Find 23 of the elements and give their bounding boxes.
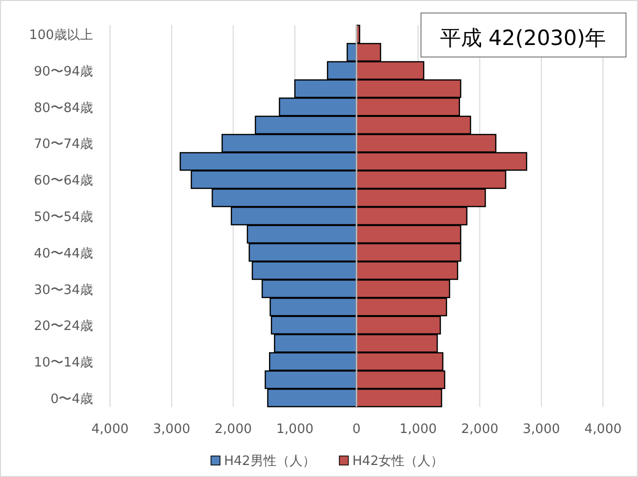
y-tick-label: 70〜74歳 — [34, 137, 93, 152]
x-tick-label: 3,000 — [153, 422, 190, 437]
legend-label: H42男性（人） — [224, 454, 316, 469]
x-tick-label: 4,000 — [584, 422, 622, 437]
y-tick-label: 40〜44歳 — [34, 246, 93, 262]
y-tick-label: 80〜84歳 — [34, 100, 93, 116]
y-tick-label: 30〜34歳 — [34, 282, 93, 298]
y-tick-label: 100歳以上 — [29, 28, 93, 44]
x-tick-label: 2,000 — [214, 422, 252, 437]
x-tick-label: 4,000 — [91, 422, 129, 437]
x-tick-label: 3,000 — [522, 422, 560, 437]
y-tick-label: 60〜64歳 — [34, 174, 93, 189]
y-tick-label: 50〜54歳 — [34, 210, 93, 225]
y-tick-label: 10〜14歳 — [34, 356, 93, 371]
y-tick-label: 90〜94歳 — [34, 64, 93, 80]
y-tick-label: 20〜24歳 — [34, 319, 93, 334]
x-tick-label: 1,000 — [276, 422, 314, 437]
chart-title: 平成 42(2030)年 — [440, 26, 606, 50]
x-tick-label: 1,000 — [400, 422, 437, 437]
legend-label: H42女性（人） — [352, 454, 444, 469]
y-tick-label: 0〜4歳 — [50, 392, 93, 407]
x-tick-label: 0 — [352, 422, 361, 437]
x-tick-label: 2,000 — [461, 422, 498, 437]
